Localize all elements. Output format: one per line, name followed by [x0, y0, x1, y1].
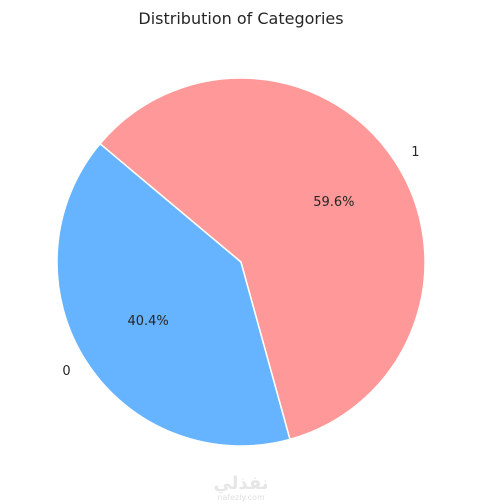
slice-label-0: 0 [62, 364, 70, 379]
slice-percent-1: 59.6% [313, 195, 354, 210]
pie-labels: 0 40.4% 1 59.6% [62, 145, 419, 379]
watermark-latin: nafezly.com [217, 493, 265, 502]
watermark-arabic: نفذلي [213, 473, 268, 494]
chart-title: Distribution of Categories [138, 9, 343, 28]
pie-slice-1 [99, 77, 426, 441]
pie-slice-0 [56, 142, 291, 447]
slice-label-1: 1 [411, 145, 419, 160]
pie-slices [56, 77, 426, 447]
slice-percent-0: 40.4% [127, 314, 168, 329]
